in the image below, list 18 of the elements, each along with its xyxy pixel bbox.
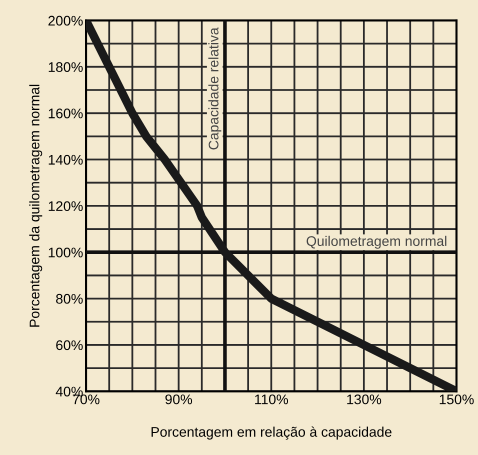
y-tick-label: 60%: [56, 340, 83, 350]
y-tick-label: 180%: [48, 62, 83, 72]
y-tick-label: 80%: [56, 294, 83, 304]
x-tick-label: 70%: [72, 394, 100, 404]
y-tick-label: 40%: [56, 386, 83, 396]
ref-line-label: Quilometragem normal: [306, 236, 446, 249]
x-tick-label: 150%: [440, 394, 474, 404]
x-axis-title: Porcentagem em relação à capacidade: [152, 426, 392, 440]
x-tick-label: 130%: [347, 394, 382, 404]
x-tick-label: 110%: [255, 394, 288, 404]
y-tick-label: 140%: [48, 154, 83, 165]
y-tick-label: 120%: [48, 201, 83, 212]
y-axis-title: Porcentagem da quilometragem normal: [29, 84, 42, 327]
y-tick-label: 200%: [48, 16, 83, 26]
y-tick-label: 100%: [48, 248, 83, 258]
y-tick-label: 160%: [48, 108, 83, 118]
x-tick-label: 90%: [165, 394, 192, 404]
ref-line-label: Capacidade relativa: [208, 27, 222, 150]
